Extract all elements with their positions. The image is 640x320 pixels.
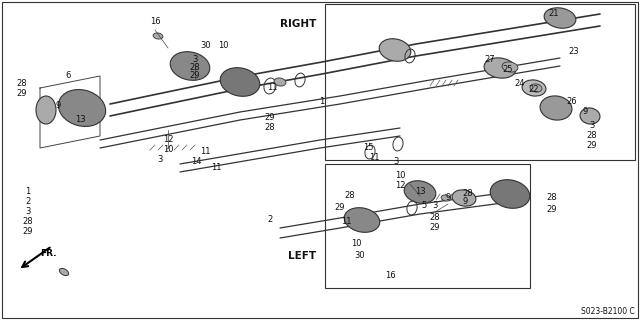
Ellipse shape (58, 90, 106, 126)
Ellipse shape (544, 8, 576, 28)
Text: 5: 5 (421, 202, 427, 211)
Text: 2: 2 (268, 215, 273, 225)
Text: S023-B2100 C: S023-B2100 C (581, 308, 635, 316)
Text: 29: 29 (429, 223, 440, 233)
Text: 3: 3 (589, 122, 595, 131)
Ellipse shape (153, 33, 163, 39)
Text: 15: 15 (363, 143, 373, 153)
Text: 28: 28 (17, 79, 28, 89)
Text: 9: 9 (445, 194, 451, 203)
Text: 11: 11 (340, 218, 351, 227)
Text: 29: 29 (189, 71, 200, 81)
Text: 1: 1 (26, 188, 31, 196)
Text: 28: 28 (345, 191, 355, 201)
Text: 2: 2 (26, 197, 31, 206)
Text: 29: 29 (335, 204, 345, 212)
Text: 11: 11 (267, 84, 277, 92)
Text: 16: 16 (150, 18, 160, 27)
Text: 29: 29 (23, 228, 33, 236)
Text: 28: 28 (463, 189, 474, 198)
Ellipse shape (484, 58, 516, 78)
Text: 28: 28 (265, 124, 275, 132)
Text: 27: 27 (484, 55, 495, 65)
Text: 11: 11 (369, 154, 380, 163)
Ellipse shape (580, 108, 600, 124)
Text: 3: 3 (192, 55, 198, 65)
Text: 3: 3 (26, 207, 31, 217)
Ellipse shape (452, 190, 476, 206)
Text: 21: 21 (548, 10, 559, 19)
Text: 3: 3 (157, 156, 163, 164)
Text: 9: 9 (462, 197, 468, 206)
Text: 29: 29 (587, 141, 597, 150)
Text: 26: 26 (566, 98, 577, 107)
Ellipse shape (522, 80, 546, 96)
Text: 30: 30 (201, 42, 211, 51)
Text: 10: 10 (351, 239, 361, 249)
Text: 10: 10 (163, 146, 173, 155)
Text: 9: 9 (56, 101, 61, 110)
Ellipse shape (441, 195, 451, 201)
Text: FR.: FR. (40, 249, 56, 258)
Text: 29: 29 (547, 205, 557, 214)
Ellipse shape (220, 68, 260, 96)
Text: 29: 29 (265, 114, 275, 123)
Text: 11: 11 (211, 164, 221, 172)
Text: 24: 24 (515, 79, 525, 89)
Ellipse shape (540, 96, 572, 120)
Text: 13: 13 (415, 188, 426, 196)
Ellipse shape (274, 78, 286, 86)
Text: 28: 28 (547, 194, 557, 203)
Text: RIGHT: RIGHT (280, 19, 316, 29)
Text: 23: 23 (569, 47, 579, 57)
Text: 28: 28 (429, 213, 440, 222)
Text: 13: 13 (75, 116, 85, 124)
Text: 1: 1 (319, 98, 324, 107)
Text: 28: 28 (22, 218, 33, 227)
Ellipse shape (36, 96, 56, 124)
Ellipse shape (344, 208, 380, 232)
Ellipse shape (379, 39, 411, 61)
Text: 16: 16 (385, 271, 396, 281)
Ellipse shape (404, 181, 436, 203)
Text: 12: 12 (395, 180, 405, 189)
Ellipse shape (170, 52, 210, 80)
Text: 6: 6 (65, 71, 70, 81)
Ellipse shape (60, 268, 68, 276)
Ellipse shape (530, 84, 542, 92)
Text: 3: 3 (432, 202, 438, 211)
Text: 12: 12 (163, 135, 173, 145)
Text: 10: 10 (395, 171, 405, 180)
Ellipse shape (490, 180, 530, 208)
Bar (325, 4, 635, 160)
Bar (325, 164, 530, 288)
Ellipse shape (502, 62, 518, 72)
Text: 29: 29 (17, 90, 28, 99)
Text: 28: 28 (189, 63, 200, 73)
Text: 25: 25 (503, 66, 513, 75)
Text: 10: 10 (218, 42, 228, 51)
Text: LEFT: LEFT (288, 251, 316, 261)
Text: 28: 28 (587, 132, 597, 140)
Text: 3: 3 (394, 157, 399, 166)
Text: 9: 9 (582, 108, 588, 116)
Text: 11: 11 (200, 148, 211, 156)
Text: 14: 14 (191, 157, 201, 166)
Text: 22: 22 (529, 85, 540, 94)
Text: 30: 30 (355, 252, 365, 260)
